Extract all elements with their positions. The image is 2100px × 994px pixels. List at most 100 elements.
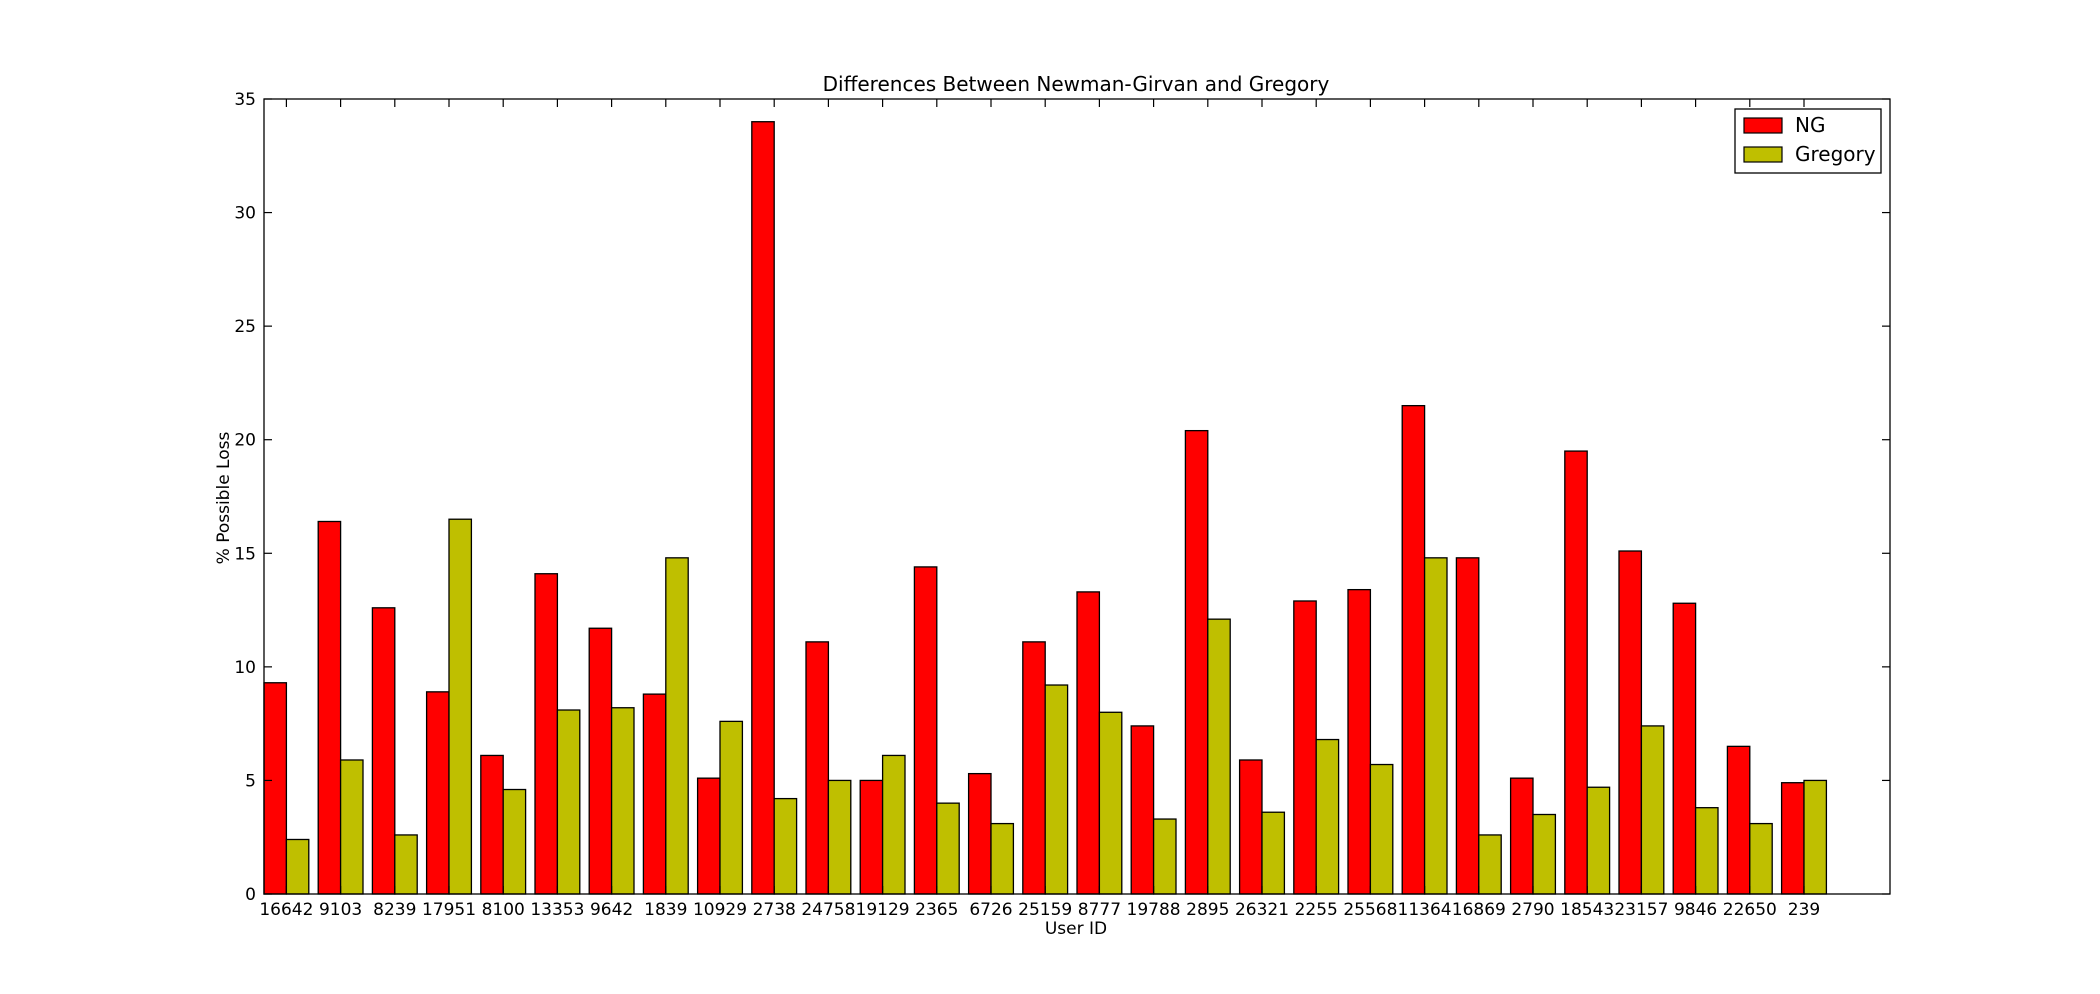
- x-tick-label: 17951: [422, 900, 476, 920]
- bar-gregory-2895: [1207, 618, 1231, 895]
- x-tick-label: 1839: [644, 900, 687, 920]
- bar-ng-19129: [859, 779, 884, 895]
- bar-gregory-2738: [773, 797, 798, 895]
- x-axis-title: User ID: [1045, 919, 1107, 939]
- bar-ng-16642: [263, 682, 288, 895]
- bar-ng-2895: [1184, 429, 1209, 895]
- bar-ng-10929: [696, 777, 721, 895]
- bar-gregory-16869: [1478, 834, 1502, 895]
- bar-ng-25159: [1022, 641, 1046, 895]
- bar-gregory-25159: [1044, 684, 1069, 895]
- x-tick-label: 23157: [1614, 900, 1668, 920]
- bar-gregory-13353: [556, 709, 581, 895]
- x-tick-label: 239: [1788, 900, 1820, 920]
- bar-ng-19788: [1130, 725, 1155, 895]
- bar-gregory-17951: [448, 518, 473, 895]
- x-tick-label: 19788: [1127, 900, 1181, 920]
- bar-ng-2738: [751, 121, 775, 895]
- bar-ng-18543: [1564, 450, 1588, 895]
- y-tick-label: 35: [234, 90, 256, 110]
- bar-gregory-10929: [719, 720, 744, 895]
- y-tick-label: 30: [234, 204, 256, 224]
- x-tick-label: 25568: [1343, 900, 1397, 920]
- bar-ng-13353: [534, 573, 559, 895]
- bar-gregory-2365: [936, 802, 960, 895]
- bar-gregory-16642: [285, 838, 310, 895]
- bar-gregory-18543: [1586, 786, 1611, 895]
- x-tick-label: 16869: [1452, 900, 1506, 920]
- x-tick-label: 26321: [1235, 900, 1289, 920]
- legend-swatch-ng: [1743, 117, 1783, 134]
- bar-ng-8239: [371, 607, 396, 895]
- x-tick-label: 16642: [259, 900, 313, 920]
- bar-gregory-22650: [1749, 822, 1773, 895]
- bar-ng-17951: [425, 691, 450, 895]
- chart-title: Differences Between Newman-Girvan and Gr…: [823, 72, 1330, 96]
- x-tick-label: 2790: [1511, 900, 1554, 920]
- bar-ng-24758: [805, 641, 830, 895]
- bar-gregory-23157: [1640, 725, 1665, 895]
- bar-gregory-9103: [339, 759, 364, 895]
- bar-gregory-9846: [1694, 807, 1719, 895]
- x-tick-label: 9103: [319, 900, 362, 920]
- bar-gregory-8777: [1098, 711, 1123, 895]
- axes-frame: [263, 98, 1891, 895]
- y-tick-label: 0: [245, 885, 256, 905]
- x-tick-label: 2738: [753, 900, 796, 920]
- bar-ng-2255: [1293, 600, 1317, 895]
- x-tick-label: 24758: [801, 900, 855, 920]
- bar-ng-16869: [1455, 557, 1480, 895]
- bar-gregory-2255: [1315, 738, 1340, 895]
- x-tick-label: 25159: [1018, 900, 1072, 920]
- x-tick-label: 22650: [1723, 900, 1777, 920]
- legend-swatch-gregory: [1743, 146, 1783, 163]
- legend-label-ng: NG: [1795, 113, 1825, 137]
- x-tick-label: 10929: [693, 900, 747, 920]
- x-tick-label: 6726: [969, 900, 1012, 920]
- y-axis-title: % Possible Loss: [214, 432, 234, 565]
- bar-ng-22650: [1726, 745, 1751, 895]
- plot-area: 0 5 10 15 20 25 30 35 16642 9103 8239 17951 8100 1335…: [234, 90, 1891, 920]
- bar-gregory-1839: [665, 557, 689, 895]
- bar-ng-9846: [1672, 602, 1697, 895]
- bar-ng-2365: [913, 566, 938, 895]
- x-tick-label: 18543: [1560, 900, 1614, 920]
- x-tick-label: 19129: [856, 900, 910, 920]
- bar-ng-25568: [1347, 588, 1372, 895]
- bar-gregory-8239: [394, 834, 418, 895]
- bar-gregory-9642: [610, 707, 635, 895]
- bar-ng-1839: [642, 693, 667, 895]
- bar-gregory-239: [1803, 779, 1828, 895]
- x-tick-label: 2895: [1186, 900, 1229, 920]
- legend-label-gregory: Gregory: [1795, 142, 1876, 166]
- legend: NG Gregory: [1734, 108, 1882, 174]
- bar-ng-8777: [1076, 591, 1101, 895]
- x-tick-label: 11364: [1398, 900, 1452, 920]
- bar-gregory-24758: [827, 779, 852, 895]
- bar-ng-8100: [480, 754, 504, 895]
- bar-gregory-26321: [1261, 811, 1286, 895]
- x-tick-label: 9642: [590, 900, 633, 920]
- bar-ng-2790: [1509, 777, 1534, 895]
- x-tick-label: 8100: [482, 900, 525, 920]
- bar-gregory-11364: [1423, 557, 1448, 895]
- bar-gregory-25568: [1369, 763, 1394, 895]
- bar-gregory-2790: [1532, 813, 1557, 895]
- bar-ng-9103: [317, 520, 342, 895]
- bar-ng-26321: [1238, 759, 1263, 895]
- x-tick-label: 2255: [1295, 900, 1338, 920]
- bar-ng-11364: [1401, 404, 1426, 895]
- bar-gregory-8100: [502, 788, 527, 895]
- x-tick-label: 8777: [1078, 900, 1121, 920]
- bar-gregory-6726: [990, 822, 1015, 895]
- bar-ng-6726: [967, 772, 992, 895]
- bar-ng-239: [1780, 782, 1805, 895]
- bar-gregory-19129: [881, 754, 906, 895]
- y-tick-label: 25: [234, 317, 256, 337]
- x-tick-label: 9846: [1674, 900, 1717, 920]
- x-tick-label: 13353: [530, 900, 584, 920]
- y-tick-label: 5: [245, 771, 256, 791]
- bar-ng-23157: [1618, 550, 1643, 895]
- y-tick-label: 10: [234, 658, 256, 678]
